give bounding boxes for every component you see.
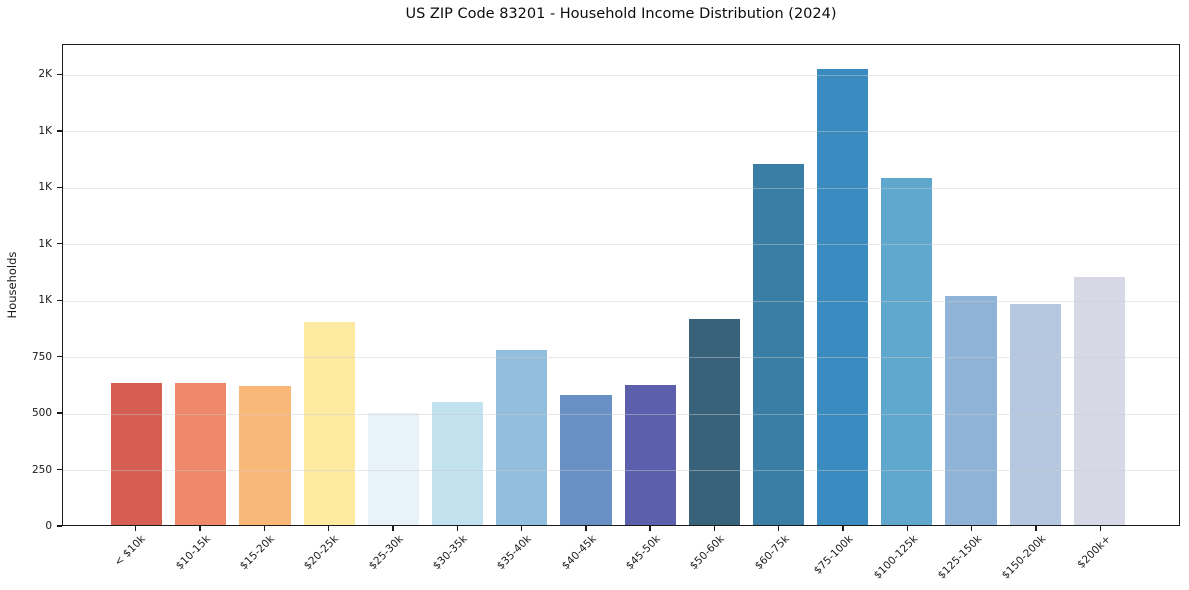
x-tick-mark [263, 526, 265, 531]
x-tick-label: $50-60k [687, 533, 727, 573]
x-tick-label: $45-50k [623, 533, 663, 573]
y-tick-mark [57, 412, 62, 414]
y-tick-label: 750 [31, 350, 52, 363]
y-tick-label: 2K [38, 68, 52, 81]
x-tick-label: $25-30k [366, 533, 406, 573]
x-tick-label: $125-150k [935, 533, 985, 582]
x-tick-mark [649, 526, 651, 531]
y-tick-mark [57, 130, 62, 132]
bar [624, 385, 676, 525]
x-tick-mark [713, 526, 716, 531]
bar [239, 385, 291, 525]
x-tick-mark [392, 526, 394, 531]
y-tick-label: 1K [38, 237, 52, 250]
y-tick-label: 1K [38, 181, 52, 194]
x-tick-label: $60-75k [752, 533, 792, 573]
x-tick-mark [134, 526, 137, 531]
y-tick-mark [57, 355, 62, 358]
bar [881, 177, 933, 525]
x-tick-mark [778, 526, 780, 531]
x-tick-label: $20-25k [301, 533, 342, 573]
plot-area [62, 44, 1180, 526]
x-tick-label: $10-15k [173, 533, 213, 573]
bar [431, 402, 484, 525]
y-tick-label: 0 [45, 520, 52, 532]
y-tick-mark [57, 468, 62, 471]
x-tick-label: $40-45k [559, 533, 599, 573]
y-tick-mark [57, 73, 62, 76]
bar [560, 394, 612, 525]
bar [111, 383, 163, 525]
x-tick-label: $35-40k [494, 533, 535, 573]
bars-container [63, 45, 1179, 525]
bar [303, 321, 355, 525]
x-tick-mark [327, 526, 330, 531]
y-tick-label: 250 [31, 463, 52, 476]
x-tick-mark [520, 526, 523, 531]
bar [1009, 304, 1061, 525]
x-tick-mark [906, 526, 909, 531]
x-tick-label: < $10k [112, 533, 149, 569]
x-tick-mark [585, 526, 587, 531]
x-tick-label: $100-125k [871, 533, 920, 582]
x-tick-mark [199, 526, 201, 531]
bar [945, 296, 997, 525]
x-tick-label: $15-20k [237, 533, 277, 573]
bar [688, 318, 740, 525]
chart-title: US ZIP Code 83201 - Household Income Dis… [405, 6, 837, 22]
x-tick-mark [456, 526, 458, 531]
bar [496, 350, 548, 525]
bar [367, 413, 419, 525]
bar [175, 382, 227, 525]
x-tick-label: $75-100k [811, 533, 856, 577]
y-tick-label: 1K [38, 294, 52, 307]
x-tick-mark [842, 526, 844, 531]
bar [752, 164, 805, 525]
x-tick-label: $150-200k [999, 533, 1049, 582]
y-tick-label: 1K [38, 124, 52, 137]
x-tick-mark [971, 526, 973, 531]
bar [817, 68, 869, 525]
bar [1073, 276, 1125, 525]
x-tick-mark [1099, 526, 1102, 531]
x-tick-label: $200k+ [1074, 533, 1113, 571]
x-tick-label: $30-35k [430, 533, 470, 573]
y-tick-mark [57, 299, 62, 301]
y-tick-label: 500 [31, 407, 52, 420]
y-tick-mark [57, 243, 62, 245]
y-tick-mark [57, 525, 62, 527]
y-tick-mark [57, 186, 62, 189]
x-tick-mark [1035, 526, 1037, 531]
